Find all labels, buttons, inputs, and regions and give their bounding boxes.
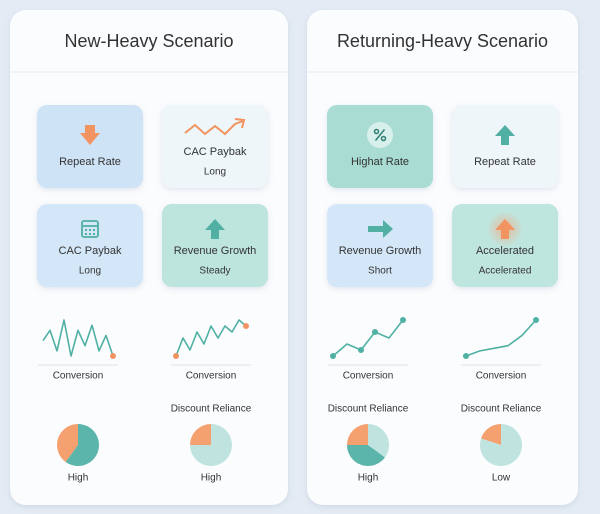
tile-label: CAC Paybak [59, 245, 122, 257]
icon [368, 226, 384, 232]
icon [93, 233, 95, 235]
pie-slice [481, 424, 501, 445]
icon [234, 118, 246, 129]
icon [383, 220, 393, 238]
pie-slice [190, 424, 232, 466]
panel-title: Returning-Heavy Scenario [337, 31, 548, 51]
tile-label: Highat Rate [351, 156, 409, 168]
pie-slice [368, 424, 389, 458]
pie-label: Low [492, 473, 511, 484]
icon [93, 229, 95, 231]
sparkline-label: Conversion [186, 371, 237, 382]
icon [89, 233, 91, 235]
icon [211, 229, 219, 239]
tile [327, 204, 433, 287]
sparkline-dot [400, 317, 406, 323]
tile-label: CAC Paybak [184, 146, 247, 158]
tile [162, 105, 268, 188]
pie-slice [347, 424, 368, 445]
icon [501, 135, 509, 145]
tile-label: Accelerated [476, 245, 534, 257]
icon [85, 125, 95, 134]
tile-label: Repeat Rate [59, 156, 121, 168]
pie-slice [65, 424, 100, 467]
icon [184, 120, 244, 136]
sparkline-dot [110, 353, 116, 359]
pie-heading: Discount Reliance [461, 404, 542, 415]
icon [81, 220, 99, 238]
sparkline-dot [330, 353, 336, 359]
sparkline [175, 319, 247, 357]
tile-sublabel: Long [204, 167, 226, 178]
sparkline-dot [372, 329, 378, 335]
pie-label: High [201, 473, 222, 484]
sparkline-label: Conversion [53, 371, 104, 382]
tile [452, 105, 558, 188]
sparkline [465, 319, 537, 357]
sparkline-dot [358, 347, 364, 353]
sparkline [42, 319, 114, 357]
pie-slice [480, 424, 522, 467]
icon [85, 233, 87, 235]
icon [374, 129, 386, 141]
icon [80, 133, 100, 145]
icon [495, 219, 515, 230]
pie-label: High [358, 473, 379, 484]
icon [501, 229, 509, 239]
sparkline-dot [173, 353, 179, 359]
tile-sublabel: Short [368, 266, 392, 277]
panel-title: New-Heavy Scenario [64, 31, 233, 51]
tile-label: Revenue Growth [339, 245, 422, 257]
icon [380, 135, 387, 142]
tile [37, 105, 143, 188]
tile-sublabel: Long [79, 266, 101, 277]
icon [205, 219, 225, 230]
sparkline-label: Conversion [343, 371, 394, 382]
pie-heading: Discount Reliance [171, 404, 252, 415]
tile [162, 204, 268, 287]
pie-slice [347, 445, 385, 466]
sparkline-dot [533, 317, 539, 323]
tile-sublabel: Steady [199, 266, 230, 277]
sparkline [332, 319, 404, 357]
tile-label: Revenue Growth [174, 245, 257, 257]
pie-heading: Discount Reliance [328, 404, 409, 415]
icon [85, 229, 87, 231]
pie-slice [57, 424, 78, 462]
sparkline-dot [463, 353, 469, 359]
tile-sublabel: Accelerated [479, 266, 532, 277]
sparkline-label: Conversion [476, 371, 527, 382]
tile-label: Repeat Rate [474, 156, 536, 168]
pie-label: High [68, 473, 89, 484]
tile [37, 204, 143, 287]
pie-slice [190, 424, 211, 445]
icon [495, 125, 515, 136]
icon [89, 229, 91, 231]
icon [373, 128, 380, 135]
sparkline-dot [243, 323, 249, 329]
